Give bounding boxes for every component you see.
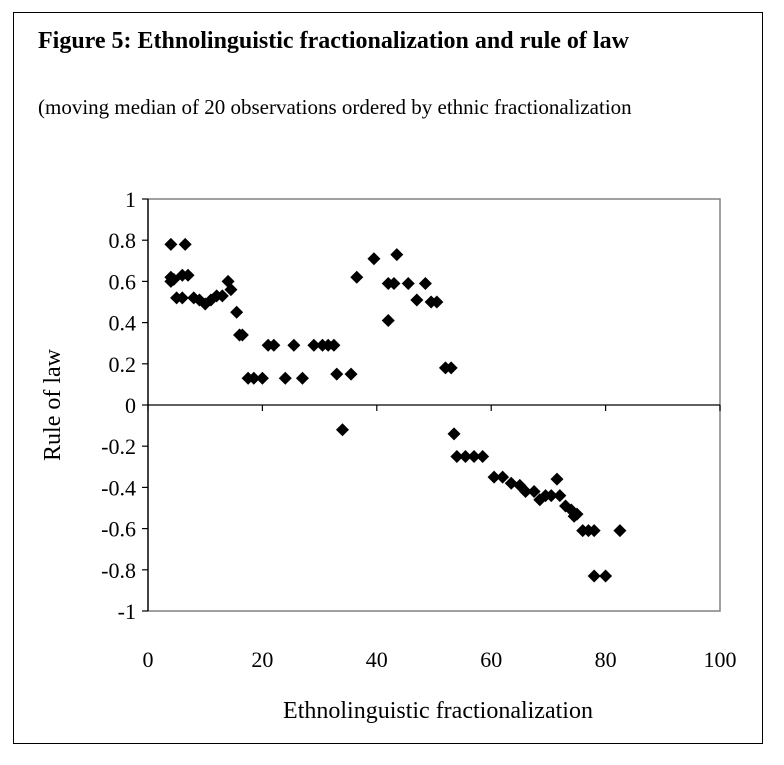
data-point <box>278 371 292 385</box>
data-point <box>327 338 341 352</box>
y-tick-label: 0.2 <box>109 352 137 377</box>
x-tick-label: 20 <box>251 647 273 672</box>
data-point <box>544 489 558 503</box>
data-point <box>387 276 401 290</box>
data-point <box>418 276 432 290</box>
data-point <box>570 507 584 521</box>
x-tick-label: 100 <box>704 647 737 672</box>
data-point <box>381 314 395 328</box>
y-tick-label: 0.8 <box>109 228 137 253</box>
data-point <box>255 371 269 385</box>
x-tick-label: 80 <box>595 647 617 672</box>
data-point <box>613 524 627 538</box>
y-tick-label: 0.4 <box>109 311 137 336</box>
data-point <box>504 476 518 490</box>
data-point <box>335 423 349 437</box>
x-tick-label: 0 <box>143 647 154 672</box>
data-point <box>181 268 195 282</box>
data-point <box>527 485 541 499</box>
x-axis-label: Ethnolinguistic fractionalization <box>283 698 593 724</box>
data-point <box>410 293 424 307</box>
data-point <box>164 237 178 251</box>
data-point <box>215 289 229 303</box>
data-point <box>458 450 472 463</box>
y-tick-label: -0.2 <box>101 434 136 459</box>
data-point <box>330 367 344 381</box>
data-point <box>444 361 458 375</box>
data-point <box>295 371 309 385</box>
data-point <box>476 450 490 463</box>
data-point <box>307 338 321 352</box>
data-point <box>401 276 415 290</box>
data-points <box>164 237 627 583</box>
data-point <box>224 283 238 297</box>
y-tick-label: 0.6 <box>109 269 137 294</box>
figure-subtitle: (moving median of 20 observations ordere… <box>38 95 632 119</box>
data-point <box>175 291 189 305</box>
data-point <box>519 485 533 499</box>
y-tick-label: -0.6 <box>101 517 136 542</box>
data-point <box>487 470 501 484</box>
data-point <box>467 450 481 463</box>
data-point <box>599 569 613 583</box>
data-point <box>587 524 601 538</box>
data-point <box>430 295 444 309</box>
data-point <box>447 427 461 441</box>
data-point <box>344 367 358 381</box>
data-point <box>267 338 281 352</box>
y-axis-label: Rule of law <box>40 348 66 461</box>
data-point <box>496 470 510 484</box>
data-point <box>164 274 178 288</box>
x-tick-label: 40 <box>366 647 388 672</box>
data-point <box>390 248 404 262</box>
y-tick-label: -0.8 <box>101 558 136 583</box>
data-point <box>287 338 301 352</box>
y-tick-label: 1 <box>125 187 136 212</box>
data-point <box>235 328 249 342</box>
data-point <box>367 252 381 266</box>
data-point <box>550 472 564 486</box>
figure-frame <box>13 12 763 744</box>
x-axis-ticks: 0 20 40 60 80 100 <box>143 405 737 672</box>
x-tick-label: 60 <box>480 647 502 672</box>
data-point <box>450 450 464 463</box>
figure-title: Figure 5: Ethnolinguistic fractionalizat… <box>38 28 629 54</box>
data-point <box>553 489 567 503</box>
data-point <box>247 371 261 385</box>
y-tick-label: -1 <box>118 599 136 624</box>
y-axis-ticks: 1 0.8 0.6 0.4 0.2 0 -0.2 -0.4 -0.6 -0.8 -1 <box>101 187 148 624</box>
data-point <box>230 305 244 319</box>
y-tick-label: 0 <box>125 393 136 418</box>
data-point <box>587 569 601 583</box>
data-point <box>350 270 364 284</box>
y-tick-label: -0.4 <box>101 475 136 500</box>
data-point <box>178 237 192 251</box>
